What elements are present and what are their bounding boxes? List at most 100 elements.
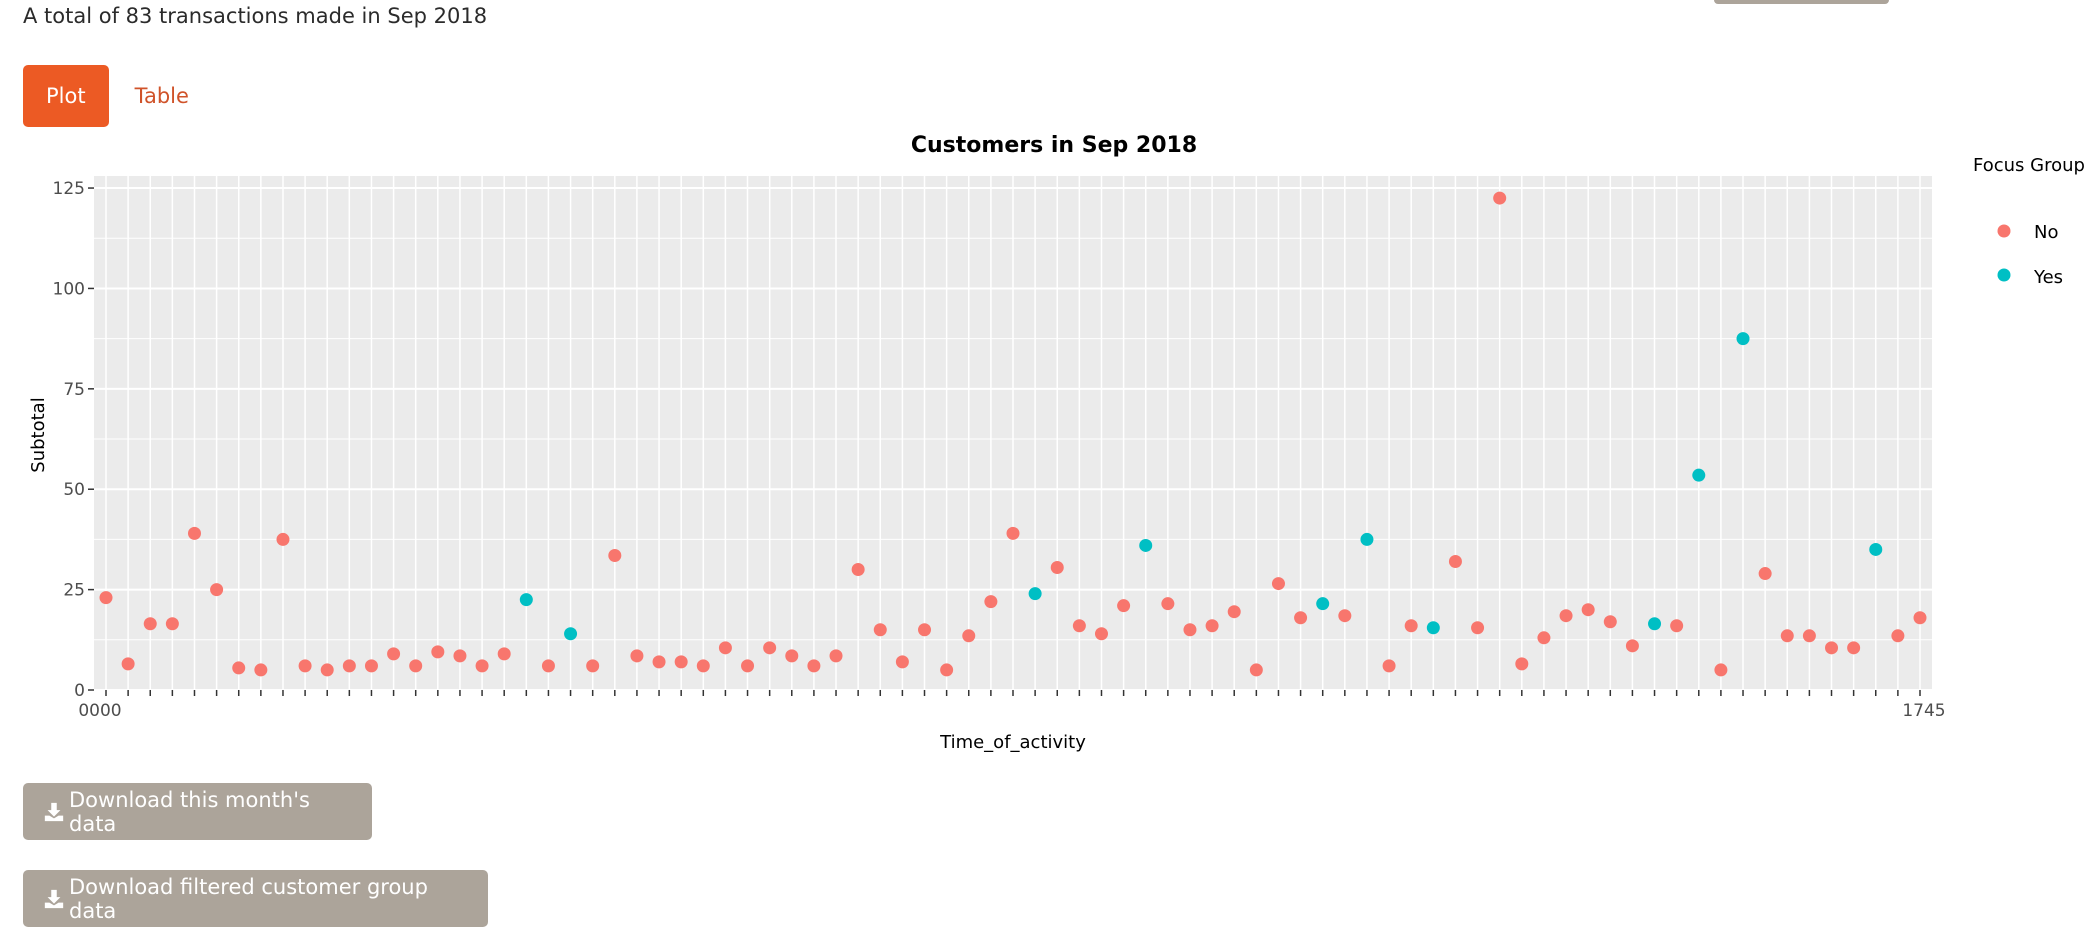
data-point-yes [1139,538,1153,552]
download-month-button[interactable]: Download this month's data [23,783,372,840]
data-point-no [785,649,799,663]
data-point-no [984,595,998,609]
data-point-no [630,649,644,663]
top-right-button[interactable] [1714,0,1889,4]
x-axis-label: Time_of_activity [939,732,1086,753]
download-icon [44,889,64,908]
x-tick-label-first: 0000 [78,701,121,721]
legend-yes-label: Yes [2033,267,2063,288]
data-point-no [1825,641,1839,655]
data-point-no [1891,629,1905,643]
data-point-no [1448,555,1462,568]
data-point-no [1205,619,1219,633]
download-filtered-button[interactable]: Download filtered customer group data [23,870,488,927]
data-point-no [1471,621,1485,635]
data-point-no [431,645,445,659]
data-point-yes [1426,621,1440,635]
legend-title: Focus Group [1973,155,2085,176]
data-point-no [674,655,688,669]
data-point-no [298,659,312,673]
data-point-no [541,659,555,673]
data-point-no [1072,619,1086,633]
y-tick-label: 50 [63,480,85,500]
data-point-yes [1692,468,1706,482]
data-point-no [718,641,732,655]
data-point-no [851,563,865,577]
data-point-no [276,532,290,546]
data-point-no [143,617,157,631]
data-point-yes [1028,587,1042,601]
data-point-no [608,548,622,562]
data-point-no [1802,629,1816,643]
transactions-summary: A total of 83 transactions made in Sep 2… [23,4,488,28]
scatter-chart: 0 25 50 75 100 125 0000 1745 Customers in Sep 2… [0,122,2100,762]
data-point-no [1161,597,1175,611]
data-point-no [254,663,268,677]
download-month-label: Download this month's data [69,787,310,836]
data-point-no [1271,577,1285,591]
download-icon [44,802,64,821]
data-point-no [807,659,821,673]
tab-plot[interactable]: Plot [23,65,109,127]
data-point-no [475,659,489,673]
data-point-no [940,663,954,677]
legend-yes-marker [1997,268,2011,282]
data-point-no [497,647,511,661]
data-point-no [1780,629,1794,643]
data-point-no [918,623,932,637]
data-point-no [1294,611,1308,625]
data-point-no [1714,663,1728,677]
data-point-no [210,583,224,597]
axes: 0 25 50 75 100 125 0000 1745 [53,179,1946,721]
data-point-yes [1736,332,1750,346]
data-point-no [763,641,777,655]
data-point-yes [1869,542,1883,556]
data-point-no [895,655,909,669]
data-point-no [99,591,113,605]
y-tick-label: 0 [74,681,85,701]
data-point-no [1227,605,1241,619]
data-point-no [586,659,600,673]
y-axis-label: Subtotal [28,397,49,472]
view-tabs: Plot Table [23,65,212,127]
y-tick-label: 100 [53,279,85,299]
chart-title: Customers in Sep 2018 [911,133,1197,158]
data-point-yes [519,593,533,607]
data-point-no [1183,623,1197,637]
data-point-no [1117,599,1131,613]
data-point-no [962,629,976,643]
data-point-no [1493,191,1507,205]
data-point-yes [1648,617,1662,631]
data-point-no [187,526,201,540]
data-point-no [320,663,334,677]
data-point-no [1515,657,1529,671]
data-point-no [1581,603,1595,617]
data-point-no [1382,659,1396,673]
legend-no-label: No [2034,222,2058,243]
data-point-yes [564,627,578,641]
data-point-no [387,647,401,661]
data-point-no [829,649,843,663]
data-point-no [873,623,887,637]
data-point-no [1603,615,1617,629]
x-tick-label-last: 1745 [1902,701,1945,721]
data-point-no [1050,561,1064,575]
data-point-no [342,659,356,673]
y-tick-label: 25 [63,581,85,601]
data-point-no [409,659,423,673]
data-point-no [232,661,246,675]
data-point-no [121,657,135,671]
data-point-no [1094,627,1108,641]
data-point-no [1006,526,1020,540]
chart-svg: 0 25 50 75 100 125 0000 1745 Customers in Sep 2… [28,133,2085,753]
data-point-no [453,649,467,663]
data-point-no [364,659,378,673]
data-points [99,191,1927,677]
data-point-no [1249,663,1263,677]
data-point-no [652,655,666,669]
legend-no-marker [1997,224,2011,238]
tab-table[interactable]: Table [134,84,189,108]
grid-lines [94,176,1932,691]
data-point-yes [1360,532,1374,546]
download-filtered-label: Download filtered customer group data [69,874,428,923]
